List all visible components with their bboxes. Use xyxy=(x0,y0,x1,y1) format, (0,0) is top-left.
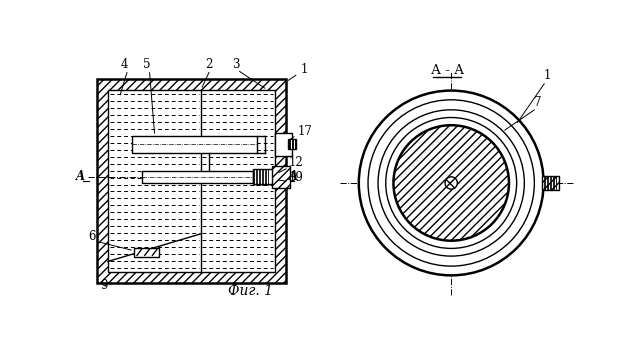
Text: 3: 3 xyxy=(232,58,239,71)
Text: 9: 9 xyxy=(100,279,108,292)
Bar xyxy=(108,90,275,272)
Text: Фиг. 1: Фиг. 1 xyxy=(228,283,273,298)
Bar xyxy=(141,171,253,183)
Text: 5: 5 xyxy=(143,58,151,71)
Text: 1: 1 xyxy=(288,63,308,80)
Bar xyxy=(253,169,276,184)
Bar xyxy=(542,176,559,190)
Bar xyxy=(288,139,296,149)
Circle shape xyxy=(359,90,543,275)
Bar xyxy=(542,176,559,190)
Bar xyxy=(275,163,285,169)
Bar xyxy=(97,90,108,272)
Circle shape xyxy=(394,125,509,241)
Circle shape xyxy=(368,100,534,266)
Text: A: A xyxy=(76,170,84,183)
Text: А - А: А - А xyxy=(431,64,464,77)
Text: 6: 6 xyxy=(88,230,95,243)
Text: 19: 19 xyxy=(289,171,303,184)
Bar xyxy=(134,248,159,257)
Circle shape xyxy=(386,118,516,248)
Text: 2: 2 xyxy=(205,58,212,71)
Bar xyxy=(275,90,285,163)
Bar xyxy=(97,272,285,283)
Bar xyxy=(97,79,285,283)
Bar xyxy=(97,79,285,283)
Circle shape xyxy=(378,110,524,256)
Text: 4: 4 xyxy=(417,146,424,159)
Bar xyxy=(272,166,291,187)
Bar xyxy=(275,133,292,156)
Bar xyxy=(97,79,285,90)
Text: 17: 17 xyxy=(298,125,313,138)
Text: A: A xyxy=(289,170,298,183)
Text: 12: 12 xyxy=(289,156,303,169)
Bar xyxy=(132,136,257,153)
Text: 1: 1 xyxy=(544,69,551,82)
Bar xyxy=(272,166,291,187)
Bar xyxy=(275,184,285,191)
Text: 6: 6 xyxy=(451,222,459,235)
Bar xyxy=(275,191,285,272)
Circle shape xyxy=(445,177,458,189)
Text: 7: 7 xyxy=(534,96,542,109)
Text: 4: 4 xyxy=(120,58,128,71)
